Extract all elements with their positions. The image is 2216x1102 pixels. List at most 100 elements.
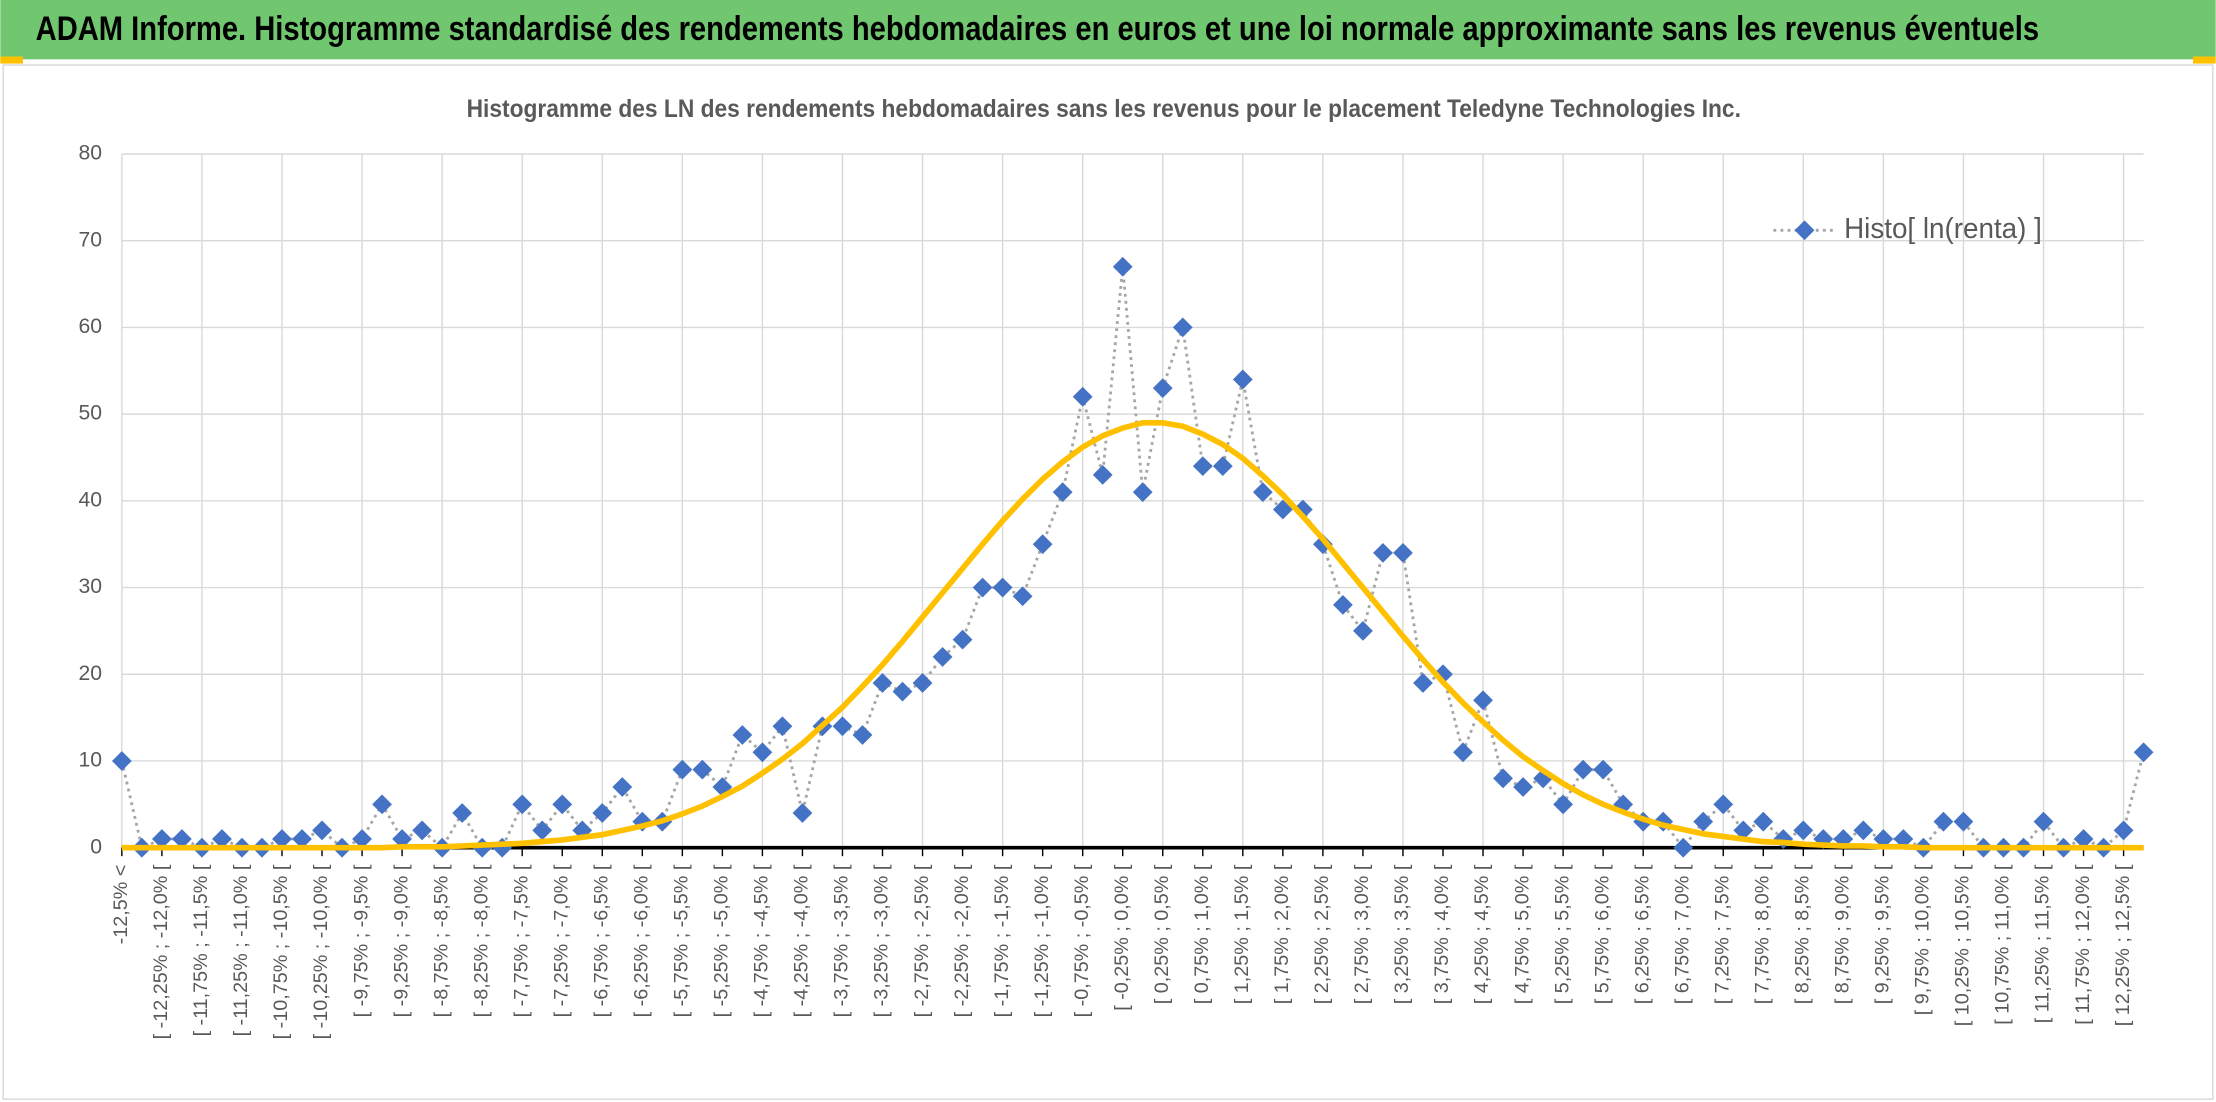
data-point: [1693, 811, 1714, 832]
data-point: [1853, 820, 1874, 841]
x-tick-label: [ -2,75% ; -2,5% [: [911, 864, 933, 1017]
data-point: [792, 803, 813, 823]
header-bar: [0, 0, 2216, 60]
data-point: [1152, 378, 1173, 399]
data-point: [952, 629, 973, 650]
series-line: [121, 419, 2144, 851]
data-point: [1593, 759, 1614, 780]
data-point: [2113, 820, 2134, 841]
data-point: [612, 777, 633, 797]
data-point: [1953, 811, 1974, 832]
data-point: [672, 759, 693, 780]
x-tick-label: [ 6,75% ; 7,0% [: [1671, 864, 1693, 1004]
data-point: [1252, 482, 1273, 503]
data-point: [592, 803, 613, 823]
x-tick-label: [ -11,25% ; -11,0% [: [230, 864, 252, 1036]
chart-border: [2, 64, 2214, 1100]
x-tick-label: [ 1,75% ; 2,0% [: [1271, 864, 1293, 1004]
data-point: [532, 820, 553, 841]
legend-marker: [1794, 220, 1815, 241]
data-point: [732, 725, 753, 745]
data-point: [992, 577, 1013, 598]
data-point: [1673, 837, 1694, 858]
x-tick-label: [ 11,25% ; 11,5% [: [2032, 864, 2054, 1023]
data-point: [1032, 534, 1053, 555]
data-point: [912, 673, 933, 693]
accent: [2193, 56, 2216, 64]
x-tick-label: [ -6,75% ; -6,5% [: [590, 864, 612, 1017]
x-tick-label: [ 12,25% ; 12,5% [: [2112, 864, 2134, 1026]
data-point: [1753, 811, 1774, 832]
x-tick-label: [ 4,75% ; 5,0% [: [1511, 864, 1533, 1004]
data-point: [1072, 386, 1093, 407]
data-point: [292, 829, 312, 849]
y-tick-label: 0: [90, 835, 102, 858]
data-point: [832, 716, 853, 737]
x-tick-label: [ -7,75% ; -7,5% [: [510, 864, 532, 1017]
y-tick-label: 30: [78, 575, 102, 598]
data-point: [1733, 820, 1754, 841]
x-tick-label: [ 9,75% ; 10,0% [: [1912, 864, 1934, 1015]
data-point: [1373, 542, 1393, 563]
x-tick-label: [ -4,75% ; -4,5% [: [751, 864, 773, 1017]
x-tick-label: [ -1,75% ; -1,5% [: [991, 864, 1013, 1017]
x-tick-label: [ 8,75% ; 9,0% [: [1832, 864, 1854, 1004]
x-tick-label: [ 3,75% ; 4,0% [: [1431, 864, 1453, 1004]
x-tick-label: [ -10,75% ; -10,5% [: [270, 864, 292, 1039]
data-point: [1272, 499, 1293, 520]
x-tick-label: [ 11,75% ; 12,0% [: [2072, 864, 2094, 1025]
x-tick-label: [ 7,25% ; 7,5% [: [1711, 864, 1733, 1004]
x-tick-label: [ 1,25% ; 1,5% [: [1231, 864, 1253, 1004]
legend-label: Histo[ ln(renta) ]: [1844, 212, 2042, 244]
y-tick-label: 40: [78, 488, 102, 511]
x-tick-label: [ 9,25% ; 9,5% [: [1872, 864, 1894, 1004]
x-tick-label: [ 0,75% ; 1,0% [: [1191, 864, 1213, 1004]
y-tick-label: 80: [78, 142, 102, 165]
x-tick-label: [ 2,25% ; 2,5% [: [1311, 864, 1333, 1004]
data-point: [2133, 742, 2154, 763]
data-point: [272, 829, 292, 849]
data-point: [1052, 482, 1073, 503]
data-point: [372, 794, 392, 815]
data-point: [1513, 777, 1533, 797]
x-tick-label: [ -10,25% ; -10,0% [: [310, 864, 332, 1039]
x-tick-label: [ 5,25% ; 5,5% [: [1551, 864, 1573, 1004]
x-tick-label: [ -6,25% ; -6,0% [: [631, 864, 653, 1017]
data-point: [172, 829, 192, 849]
data-point: [352, 829, 372, 849]
data-point: [852, 725, 873, 745]
x-tick-label: [ -7,25% ; -7,0% [: [550, 864, 572, 1017]
accent: [0, 56, 23, 64]
data-point: [1713, 794, 1734, 815]
data-point: [212, 829, 232, 849]
data-point: [111, 751, 132, 771]
y-tick-label: 10: [78, 749, 102, 772]
x-tick-label: [ -11,75% ; -11,5% [: [190, 864, 212, 1036]
x-tick-label: [ -8,75% ; -8,5% [: [430, 864, 452, 1017]
data-point: [772, 716, 793, 737]
x-tick-label: [ 10,25% ; 10,5% [: [1952, 864, 1974, 1026]
x-tick-label: [ -12,25% ; -12,0% [: [150, 864, 172, 1039]
x-tick-label: [ 8,25% ; 8,5% [: [1792, 864, 1814, 1004]
x-tick-label: -12,5% <: [110, 865, 132, 945]
data-point: [692, 759, 713, 780]
x-tick-label: [ 3,25% ; 3,5% [: [1391, 864, 1413, 1004]
data-point: [1393, 542, 1413, 563]
data-point: [752, 742, 773, 763]
y-tick-label: 60: [78, 315, 102, 338]
data-point: [512, 794, 533, 815]
x-tick-label: [ 0,25% ; 0,5% [: [1151, 864, 1173, 1004]
data-point: [1473, 690, 1493, 711]
x-tick-label: [ -0,75% ; -0,5% [: [1071, 864, 1093, 1017]
data-point: [1893, 829, 1914, 849]
x-tick-label: [ 10,75% ; 11,0% [: [1992, 864, 2014, 1025]
y-tick-label: 20: [78, 662, 102, 685]
data-point: [1232, 369, 1253, 390]
x-tick-label: [ -5,25% ; -5,0% [: [711, 864, 733, 1017]
x-tick-label: [ -0,25% ; 0,0% [: [1111, 864, 1133, 1011]
chart-title: Histogramme des LN des rendements hebdom…: [467, 95, 1741, 123]
x-tick-label: [ 7,75% ; 8,0% [: [1751, 864, 1773, 1004]
